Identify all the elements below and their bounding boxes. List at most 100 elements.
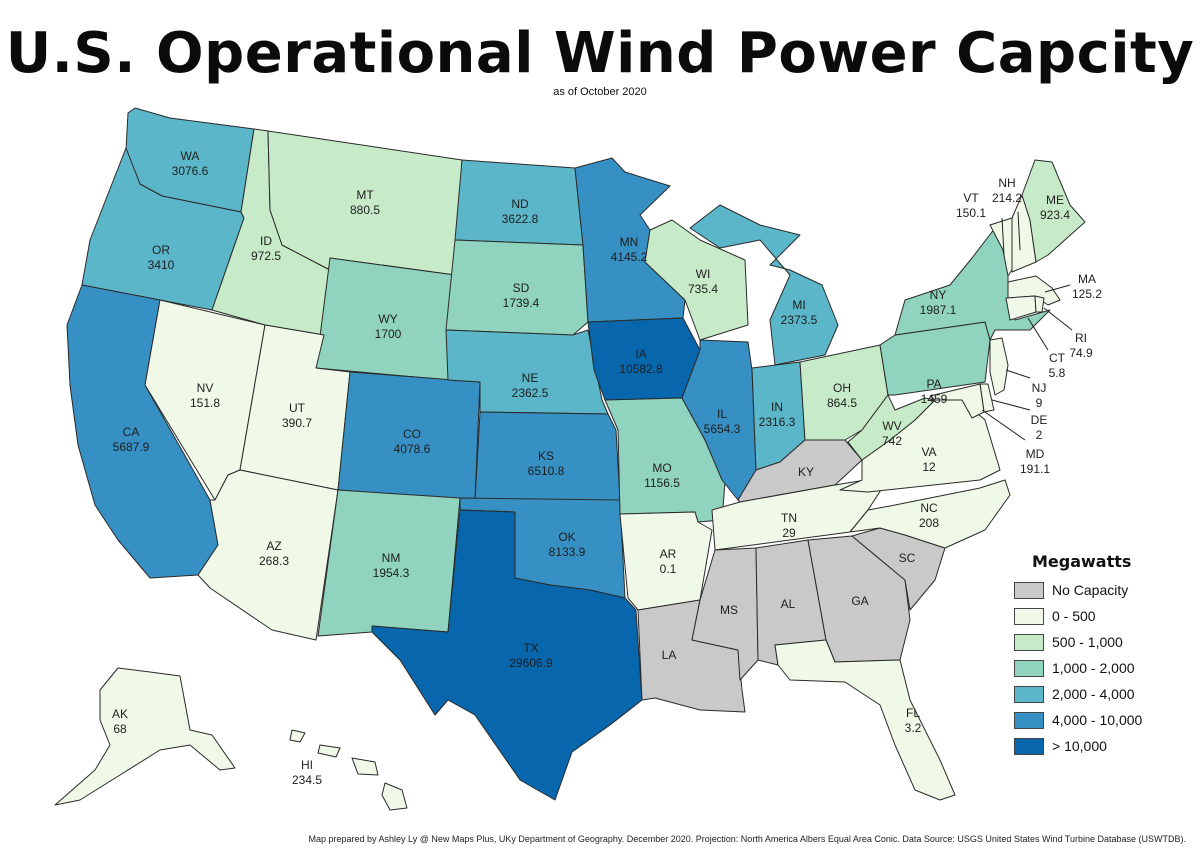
state-label-nh: NH 214.2	[992, 176, 1022, 205]
state-shape-md[interactable]	[929, 383, 985, 419]
state-value: 151.8	[190, 396, 220, 410]
state-label-vt: VT 150.1	[956, 191, 986, 220]
state-shape-wv[interactable]	[847, 394, 936, 461]
state-label-ri: RI 74.9	[1069, 331, 1093, 360]
state-label-ms: MS	[720, 603, 738, 617]
state-value: 2	[1036, 428, 1043, 442]
state-value: 125.2	[1072, 287, 1102, 301]
state-shape-ri[interactable]	[1034, 295, 1045, 313]
state-value: 5687.9	[113, 440, 150, 454]
state-abbr: GA	[851, 594, 868, 608]
legend-swatch	[1014, 581, 1044, 599]
state-abbr: LA	[662, 648, 677, 662]
state-labels: WA 3076.6 OR 3410 CA 5687.9 ID 972.5 NV 151.8 MT 88…	[112, 149, 1102, 787]
state-label-ar: AR 0.1	[660, 547, 677, 576]
legend-label: No Capacity	[1052, 582, 1129, 598]
state-abbr: KS	[538, 449, 554, 463]
state-value: 8133.9	[549, 545, 586, 559]
state-label-ne: NE 2362.5	[512, 371, 549, 400]
legend-item: No Capacity	[1014, 577, 1184, 603]
state-shape-nc[interactable]	[849, 479, 1011, 549]
state-abbr: NY	[930, 288, 947, 302]
legend-item: > 10,000	[1014, 733, 1184, 759]
leader-lines	[981, 211, 1073, 441]
state-shape-il[interactable]	[681, 339, 757, 501]
state-abbr: MS	[720, 603, 738, 617]
state-shape-tx[interactable]	[371, 509, 643, 801]
state-abbr: CA	[123, 425, 140, 439]
state-shape-wi[interactable]	[644, 219, 749, 341]
state-label-mo: MO 1156.5	[644, 461, 680, 490]
state-label-ut: UT 390.7	[282, 401, 312, 430]
state-value: 2362.5	[512, 386, 549, 400]
state-value: 1739.4	[503, 296, 540, 310]
state-abbr: VA	[921, 445, 936, 459]
state-label-ga: GA	[851, 594, 868, 608]
state-shape-ar[interactable]	[619, 511, 713, 611]
state-abbr: NC	[920, 501, 938, 515]
legend: Megawatts No Capacity 0 - 500 500 - 1,00…	[1014, 552, 1184, 759]
state-value: 1459	[921, 392, 948, 406]
state-abbr: ND	[511, 197, 529, 211]
state-value: 5.8	[1049, 366, 1066, 380]
state-value: 972.5	[251, 249, 281, 263]
state-shape-hi[interactable]	[289, 729, 408, 811]
legend-item: 0 - 500	[1014, 603, 1184, 629]
state-shape-ak[interactable]	[54, 667, 236, 806]
state-label-sd: SD 1739.4	[503, 281, 540, 310]
state-label-ak: AK 68	[112, 707, 128, 736]
state-shape-mi[interactable]	[689, 204, 839, 366]
state-abbr: NM	[382, 551, 401, 565]
state-shape-vt[interactable]	[989, 217, 1013, 277]
state-abbr: NE	[522, 371, 539, 385]
state-shape-az[interactable]	[197, 469, 339, 641]
state-shape-ks[interactable]	[474, 411, 621, 501]
state-abbr: OH	[833, 381, 851, 395]
state-shape-me[interactable]	[1021, 159, 1086, 263]
state-label-mt: MT 880.5	[350, 188, 380, 217]
state-abbr: IN	[771, 400, 783, 414]
state-label-il: IL 5654.3	[704, 407, 741, 436]
state-abbr: MI	[792, 298, 805, 312]
state-abbr: TN	[781, 511, 797, 525]
state-shape-nj[interactable]	[989, 337, 1009, 396]
state-label-wi: WI 735.4	[688, 267, 718, 296]
state-shape-fl[interactable]	[774, 639, 956, 801]
state-label-nd: ND 3622.8	[502, 197, 539, 226]
state-label-az: AZ 268.3	[259, 539, 289, 568]
state-abbr: PA	[926, 377, 941, 391]
state-label-ny: NY 1987.1	[920, 288, 957, 317]
state-value: 742	[882, 434, 902, 448]
state-shape-sd[interactable]	[445, 239, 589, 336]
legend-item: 4,000 - 10,000	[1014, 707, 1184, 733]
state-value: 6510.8	[528, 464, 565, 478]
state-value: 214.2	[992, 191, 1022, 205]
map-credit: Map prepared by Ashley Ly @ New Maps Plu…	[308, 834, 1186, 844]
state-value: 191.1	[1020, 462, 1050, 476]
state-abbr: SD	[513, 281, 530, 295]
state-value: 0.1	[660, 562, 677, 576]
state-abbr: RI	[1075, 331, 1087, 345]
state-abbr: WV	[882, 419, 901, 433]
state-abbr: MD	[1026, 447, 1045, 461]
state-value: 208	[919, 516, 939, 530]
state-abbr: MN	[620, 235, 639, 249]
state-abbr: HI	[301, 758, 313, 772]
legend-swatch	[1014, 737, 1044, 755]
state-abbr: WA	[181, 149, 200, 163]
state-label-tn: TN 29	[781, 511, 797, 540]
legend-label: > 10,000	[1052, 738, 1107, 754]
state-abbr: KY	[798, 465, 814, 479]
state-label-la: LA	[662, 648, 677, 662]
state-abbr: ME	[1046, 193, 1064, 207]
state-value: 1156.5	[644, 476, 680, 490]
legend-item: 1,000 - 2,000	[1014, 655, 1184, 681]
legend-label: 2,000 - 4,000	[1052, 686, 1135, 702]
state-abbr: NJ	[1032, 381, 1047, 395]
state-label-ca: CA 5687.9	[113, 425, 150, 454]
state-abbr: ID	[260, 234, 272, 248]
state-label-mn: MN 4145.2	[611, 235, 648, 264]
state-label-nc: NC 208	[919, 501, 939, 530]
state-shape-tn[interactable]	[711, 475, 891, 551]
